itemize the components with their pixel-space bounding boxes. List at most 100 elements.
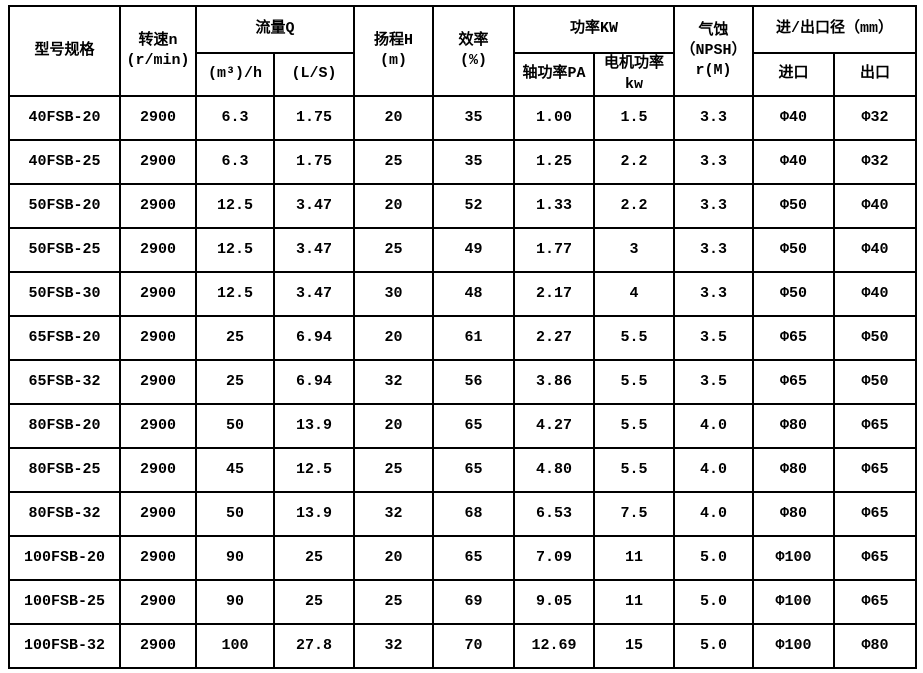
cell-flow-ls: 6.94 — [272, 359, 356, 405]
cell-npsh: 4.0 — [673, 447, 755, 493]
cell-efficiency: 65 — [432, 535, 516, 581]
cell-speed: 2900 — [119, 403, 197, 449]
cell-inlet: Φ80 — [752, 491, 836, 537]
cell-model: 40FSB-25 — [8, 139, 121, 185]
cell-inlet: Φ65 — [752, 315, 836, 361]
col-header-npsh: 气蚀 （NPSH） r(M) — [673, 5, 755, 97]
col-header-inlet-outlet: 进/出口径（mm） — [752, 5, 918, 54]
cell-outlet: Φ65 — [833, 447, 918, 493]
table-row: 65FSB-20 2900 25 6.94 20 61 2.27 5.5 3.5 Φ65 Φ50 — [8, 315, 918, 361]
cell-motor-power: 5.5 — [593, 315, 676, 361]
cell-motor-power: 1.5 — [593, 95, 676, 141]
cell-flow-ls: 25 — [272, 579, 356, 625]
cell-efficiency: 61 — [432, 315, 516, 361]
cell-shaft-power: 7.09 — [513, 535, 596, 581]
cell-motor-power: 5.5 — [593, 403, 676, 449]
table-body: 40FSB-20 2900 6.3 1.75 20 35 1.00 1.5 3.3 Φ40 Φ32 4… — [8, 95, 918, 669]
cell-speed: 2900 — [119, 447, 197, 493]
cell-shaft-power: 1.00 — [513, 95, 596, 141]
cell-efficiency: 52 — [432, 183, 516, 229]
cell-npsh: 4.0 — [673, 491, 755, 537]
cell-motor-power: 15 — [593, 623, 676, 669]
cell-head: 20 — [353, 403, 435, 449]
cell-npsh: 5.0 — [673, 579, 755, 625]
cell-shaft-power: 2.17 — [513, 271, 596, 317]
cell-speed: 2900 — [119, 535, 197, 581]
cell-efficiency: 65 — [432, 403, 516, 449]
cell-motor-power: 4 — [593, 271, 676, 317]
cell-outlet: Φ40 — [833, 183, 918, 229]
cell-model: 50FSB-25 — [8, 227, 121, 273]
cell-efficiency: 35 — [432, 139, 516, 185]
cell-head: 25 — [353, 447, 435, 493]
cell-outlet: Φ65 — [833, 535, 918, 581]
cell-model: 40FSB-20 — [8, 95, 121, 141]
cell-flow-ls: 13.9 — [272, 491, 356, 537]
cell-speed: 2900 — [119, 183, 197, 229]
table-row: 65FSB-32 2900 25 6.94 32 56 3.86 5.5 3.5 Φ65 Φ50 — [8, 359, 918, 405]
spec-table: 型号规格 转速n (r/min) 流量Q 扬程H (m) 效率 (%) 功率KW… — [8, 5, 918, 669]
cell-head: 32 — [353, 491, 435, 537]
cell-outlet: Φ50 — [833, 315, 918, 361]
cell-speed: 2900 — [119, 95, 197, 141]
cell-speed: 2900 — [119, 315, 197, 361]
cell-head: 20 — [353, 315, 435, 361]
cell-inlet: Φ80 — [752, 403, 836, 449]
col-header-flow-m3h: (m³)/h — [195, 52, 275, 97]
cell-flow-m3h: 6.3 — [195, 139, 275, 185]
cell-flow-ls: 6.94 — [272, 315, 356, 361]
cell-head: 25 — [353, 227, 435, 273]
cell-head: 25 — [353, 579, 435, 625]
table-row: 50FSB-30 2900 12.5 3.47 30 48 2.17 4 3.3 Φ50 Φ40 — [8, 271, 918, 317]
cell-flow-m3h: 12.5 — [195, 183, 275, 229]
cell-flow-m3h: 25 — [195, 359, 275, 405]
cell-motor-power: 7.5 — [593, 491, 676, 537]
cell-shaft-power: 4.80 — [513, 447, 596, 493]
cell-head: 32 — [353, 359, 435, 405]
cell-model: 65FSB-20 — [8, 315, 121, 361]
cell-outlet: Φ32 — [833, 95, 918, 141]
cell-flow-ls: 1.75 — [272, 95, 356, 141]
cell-efficiency: 69 — [432, 579, 516, 625]
cell-head: 20 — [353, 95, 435, 141]
table-header: 型号规格 转速n (r/min) 流量Q 扬程H (m) 效率 (%) 功率KW… — [8, 5, 918, 97]
cell-npsh: 3.3 — [673, 271, 755, 317]
cell-outlet: Φ32 — [833, 139, 918, 185]
cell-flow-m3h: 50 — [195, 403, 275, 449]
cell-speed: 2900 — [119, 359, 197, 405]
cell-outlet: Φ40 — [833, 227, 918, 273]
cell-inlet: Φ50 — [752, 271, 836, 317]
table-row: 80FSB-25 2900 45 12.5 25 65 4.80 5.5 4.0 Φ80 Φ65 — [8, 447, 918, 493]
cell-flow-m3h: 6.3 — [195, 95, 275, 141]
cell-npsh: 4.0 — [673, 403, 755, 449]
cell-npsh: 3.3 — [673, 183, 755, 229]
cell-npsh: 5.0 — [673, 535, 755, 581]
cell-flow-ls: 3.47 — [272, 227, 356, 273]
cell-inlet: Φ100 — [752, 623, 836, 669]
cell-flow-ls: 3.47 — [272, 271, 356, 317]
cell-head: 25 — [353, 139, 435, 185]
cell-npsh: 3.5 — [673, 359, 755, 405]
cell-flow-m3h: 100 — [195, 623, 275, 669]
table-row: 40FSB-20 2900 6.3 1.75 20 35 1.00 1.5 3.3 Φ40 Φ32 — [8, 95, 918, 141]
cell-model: 80FSB-32 — [8, 491, 121, 537]
cell-npsh: 3.3 — [673, 139, 755, 185]
cell-shaft-power: 1.33 — [513, 183, 596, 229]
cell-speed: 2900 — [119, 491, 197, 537]
cell-motor-power: 3 — [593, 227, 676, 273]
cell-inlet: Φ65 — [752, 359, 836, 405]
col-header-motor-power: 电机功率kw — [593, 52, 676, 97]
cell-flow-m3h: 45 — [195, 447, 275, 493]
table-row: 40FSB-25 2900 6.3 1.75 25 35 1.25 2.2 3.3 Φ40 Φ32 — [8, 139, 918, 185]
cell-efficiency: 65 — [432, 447, 516, 493]
cell-flow-ls: 1.75 — [272, 139, 356, 185]
cell-outlet: Φ65 — [833, 579, 918, 625]
cell-flow-ls: 12.5 — [272, 447, 356, 493]
cell-flow-ls: 27.8 — [272, 623, 356, 669]
cell-model: 50FSB-20 — [8, 183, 121, 229]
cell-shaft-power: 1.25 — [513, 139, 596, 185]
cell-shaft-power: 6.53 — [513, 491, 596, 537]
cell-outlet: Φ50 — [833, 359, 918, 405]
cell-motor-power: 2.2 — [593, 183, 676, 229]
cell-shaft-power: 4.27 — [513, 403, 596, 449]
